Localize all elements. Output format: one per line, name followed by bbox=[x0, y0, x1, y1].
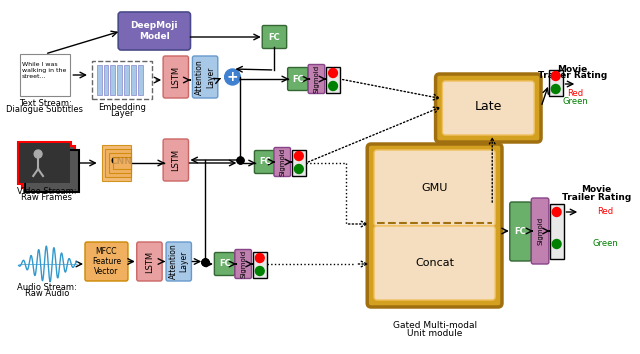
Bar bbox=[92, 61, 152, 99]
Text: Attention
Layer: Attention Layer bbox=[169, 244, 188, 279]
FancyBboxPatch shape bbox=[102, 145, 131, 181]
FancyBboxPatch shape bbox=[549, 70, 563, 96]
Circle shape bbox=[552, 207, 561, 217]
Bar bbox=[19, 143, 70, 183]
Text: Unit module: Unit module bbox=[407, 330, 462, 338]
Circle shape bbox=[255, 267, 264, 275]
Bar bbox=[18, 142, 71, 184]
Text: FC: FC bbox=[269, 33, 280, 41]
Text: Raw Audio: Raw Audio bbox=[25, 289, 69, 297]
Circle shape bbox=[294, 152, 303, 160]
FancyBboxPatch shape bbox=[253, 252, 267, 278]
Text: Movie: Movie bbox=[557, 64, 588, 74]
FancyBboxPatch shape bbox=[163, 139, 189, 181]
Circle shape bbox=[552, 240, 561, 249]
FancyBboxPatch shape bbox=[374, 150, 495, 226]
Circle shape bbox=[551, 85, 560, 93]
Text: Text Stream:: Text Stream: bbox=[19, 99, 71, 108]
FancyBboxPatch shape bbox=[308, 64, 324, 93]
FancyBboxPatch shape bbox=[436, 74, 541, 142]
FancyBboxPatch shape bbox=[124, 65, 129, 95]
Text: Attention
Layer: Attention Layer bbox=[195, 59, 215, 95]
Text: DeepMoji
Model: DeepMoji Model bbox=[131, 21, 178, 41]
Text: CNN: CNN bbox=[110, 156, 132, 166]
FancyBboxPatch shape bbox=[255, 150, 275, 173]
Text: LSTM: LSTM bbox=[145, 250, 154, 273]
FancyBboxPatch shape bbox=[262, 25, 287, 48]
Text: Concat: Concat bbox=[415, 258, 454, 268]
Text: Sigmoid: Sigmoid bbox=[537, 217, 543, 245]
Text: Embedding: Embedding bbox=[98, 103, 146, 112]
Text: FC: FC bbox=[219, 259, 230, 268]
FancyBboxPatch shape bbox=[214, 252, 235, 275]
FancyBboxPatch shape bbox=[374, 226, 495, 300]
FancyBboxPatch shape bbox=[117, 65, 122, 95]
FancyBboxPatch shape bbox=[442, 81, 534, 135]
FancyBboxPatch shape bbox=[113, 157, 131, 169]
Text: Video Stream:: Video Stream: bbox=[17, 188, 77, 196]
Text: LSTM: LSTM bbox=[172, 149, 180, 171]
Text: Green: Green bbox=[563, 97, 588, 107]
Text: Trailer Rating: Trailer Rating bbox=[562, 193, 631, 201]
FancyBboxPatch shape bbox=[235, 250, 252, 279]
FancyBboxPatch shape bbox=[193, 56, 218, 98]
Text: FC: FC bbox=[259, 158, 271, 166]
Text: FC: FC bbox=[515, 227, 527, 236]
Text: GMU: GMU bbox=[421, 183, 448, 193]
Text: Gated Multi-modal: Gated Multi-modal bbox=[392, 321, 477, 331]
Bar bbox=[26, 150, 79, 192]
Text: While I was
walking in the
street...: While I was walking in the street... bbox=[22, 62, 66, 79]
Text: Green: Green bbox=[593, 240, 618, 249]
Text: LSTM: LSTM bbox=[172, 66, 180, 88]
Text: Dialogue Subtitles: Dialogue Subtitles bbox=[6, 105, 83, 114]
FancyBboxPatch shape bbox=[163, 56, 189, 98]
Text: Sigmoid: Sigmoid bbox=[314, 65, 319, 93]
Circle shape bbox=[225, 69, 240, 85]
FancyBboxPatch shape bbox=[367, 144, 502, 307]
Text: Red: Red bbox=[567, 90, 583, 98]
Text: Audio Stream:: Audio Stream: bbox=[17, 282, 77, 291]
Text: Sigmoid: Sigmoid bbox=[240, 250, 246, 278]
Text: Raw Frames: Raw Frames bbox=[21, 194, 72, 202]
Text: Late: Late bbox=[475, 101, 502, 114]
Text: MFCC
Feature
Vector: MFCC Feature Vector bbox=[92, 247, 121, 276]
FancyBboxPatch shape bbox=[550, 204, 563, 259]
FancyBboxPatch shape bbox=[85, 242, 128, 281]
FancyBboxPatch shape bbox=[510, 202, 531, 261]
FancyBboxPatch shape bbox=[131, 65, 136, 95]
Text: Trailer Rating: Trailer Rating bbox=[538, 72, 607, 80]
Text: Sigmoid: Sigmoid bbox=[279, 148, 285, 176]
Circle shape bbox=[294, 165, 303, 173]
FancyBboxPatch shape bbox=[274, 148, 291, 177]
FancyBboxPatch shape bbox=[118, 12, 191, 50]
Circle shape bbox=[551, 72, 560, 80]
FancyBboxPatch shape bbox=[110, 65, 115, 95]
Text: FC: FC bbox=[292, 74, 304, 84]
FancyBboxPatch shape bbox=[97, 65, 102, 95]
FancyBboxPatch shape bbox=[292, 150, 306, 176]
FancyBboxPatch shape bbox=[326, 67, 340, 93]
FancyBboxPatch shape bbox=[106, 149, 131, 177]
Text: +: + bbox=[227, 70, 238, 84]
Circle shape bbox=[255, 253, 264, 263]
FancyBboxPatch shape bbox=[104, 65, 108, 95]
Circle shape bbox=[329, 81, 337, 91]
Text: Layer: Layer bbox=[110, 108, 134, 118]
Text: Red: Red bbox=[597, 207, 614, 217]
FancyBboxPatch shape bbox=[287, 68, 308, 91]
FancyBboxPatch shape bbox=[166, 242, 191, 281]
Circle shape bbox=[329, 69, 337, 78]
FancyBboxPatch shape bbox=[137, 242, 162, 281]
FancyBboxPatch shape bbox=[109, 153, 131, 173]
Text: Movie: Movie bbox=[582, 184, 612, 194]
FancyBboxPatch shape bbox=[531, 198, 549, 264]
Circle shape bbox=[34, 150, 42, 158]
FancyBboxPatch shape bbox=[20, 54, 70, 96]
Bar bbox=[22, 146, 76, 188]
FancyBboxPatch shape bbox=[138, 65, 143, 95]
